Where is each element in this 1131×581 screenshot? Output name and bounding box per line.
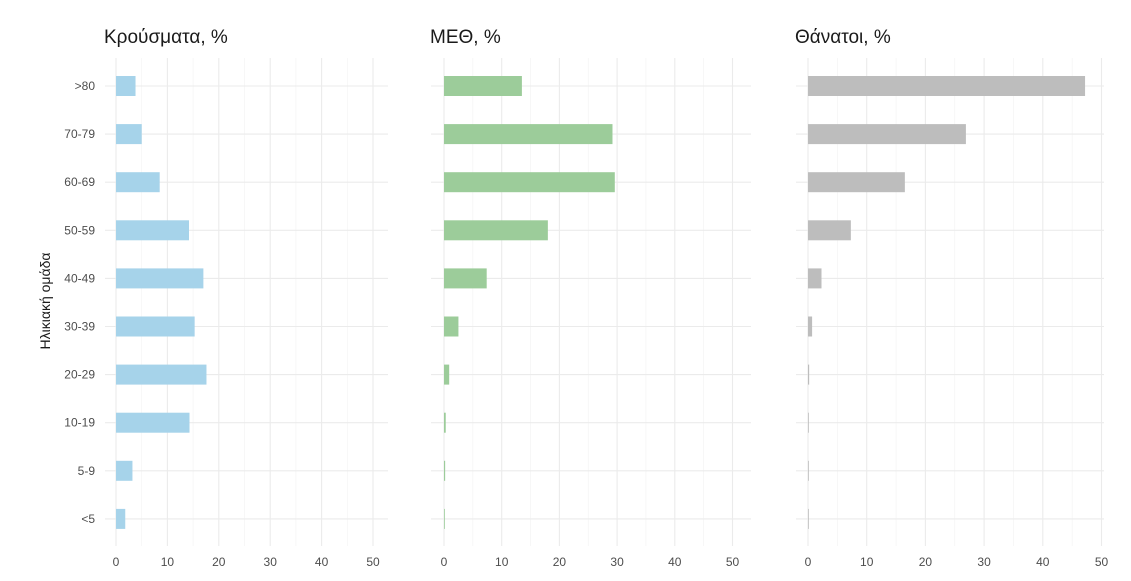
- bar: [444, 316, 459, 337]
- bar: [808, 268, 822, 289]
- bar: [808, 316, 813, 337]
- y-tick-label: 10-19: [64, 416, 95, 430]
- y-tick-label: 60-69: [64, 175, 95, 189]
- x-tick-label: 10: [860, 555, 874, 569]
- bar: [444, 220, 548, 241]
- bar: [444, 508, 445, 529]
- y-tick-label: >80: [75, 79, 96, 93]
- y-tick-label: <5: [81, 512, 95, 526]
- x-tick-label: 0: [113, 555, 120, 569]
- bar: [116, 76, 136, 96]
- y-tick-label: 50-59: [64, 223, 95, 237]
- bar: [808, 508, 809, 529]
- x-tick-label: 50: [726, 555, 740, 569]
- bar: [116, 172, 160, 193]
- x-tick-label: 30: [264, 555, 278, 569]
- panel-title: Κρούσματα, %: [104, 27, 228, 48]
- bar: [808, 76, 1086, 96]
- bar: [116, 220, 189, 241]
- x-tick-label: 10: [495, 555, 509, 569]
- bar: [116, 268, 204, 289]
- bar: [116, 124, 142, 145]
- bar: [116, 364, 207, 385]
- y-tick-label: 30-39: [64, 320, 95, 334]
- y-tick-label: 70-79: [64, 127, 95, 141]
- bar: [808, 412, 809, 433]
- bar: [444, 268, 487, 289]
- x-tick-label: 10: [161, 555, 175, 569]
- bar: [444, 412, 446, 433]
- x-tick-label: 40: [668, 555, 682, 569]
- panel-title: Θάνατοι, %: [795, 27, 891, 48]
- bar: [808, 364, 810, 385]
- x-tick-label: 30: [977, 555, 991, 569]
- x-tick-label: 20: [553, 555, 567, 569]
- bar: [116, 316, 195, 337]
- bar: [444, 460, 446, 481]
- y-tick-label: 20-29: [64, 368, 95, 382]
- bar: [444, 364, 450, 385]
- y-tick-label: 40-49: [64, 271, 95, 285]
- bar: [116, 460, 133, 481]
- x-tick-label: 0: [805, 555, 812, 569]
- x-tick-label: 30: [610, 555, 624, 569]
- bar: [444, 124, 613, 145]
- x-tick-label: 20: [919, 555, 933, 569]
- bar: [116, 508, 126, 529]
- bar: [808, 220, 851, 241]
- bar: [808, 124, 966, 145]
- panel-title: ΜΕΘ, %: [430, 27, 501, 48]
- x-tick-label: 40: [1036, 555, 1050, 569]
- x-tick-label: 50: [1095, 555, 1109, 569]
- x-tick-label: 0: [441, 555, 448, 569]
- bar: [808, 460, 809, 481]
- x-tick-label: 50: [366, 555, 380, 569]
- bar: [444, 172, 615, 193]
- x-tick-label: 20: [212, 555, 226, 569]
- y-tick-label: 5-9: [78, 464, 96, 478]
- bar: [444, 76, 522, 96]
- bar: [808, 172, 905, 193]
- x-tick-label: 40: [315, 555, 329, 569]
- y-axis-title: Ηλικιακή ομάδα: [37, 253, 53, 350]
- bar: [116, 412, 190, 433]
